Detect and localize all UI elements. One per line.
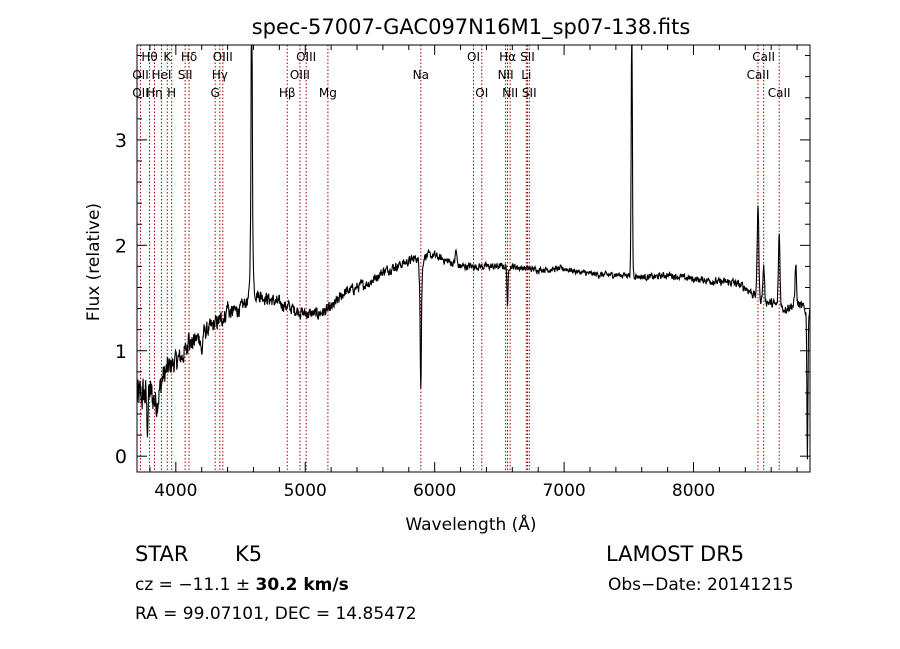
line-label: Mg xyxy=(319,86,337,100)
line-label: OIII xyxy=(290,68,310,82)
line-label: Hθ xyxy=(141,50,157,64)
axis-tick-labels: 4000 5000 6000 7000 8000 0 1 2 3 xyxy=(115,130,715,501)
x-tick-label: 5000 xyxy=(284,481,327,501)
line-label: Li xyxy=(521,68,531,82)
line-label: G xyxy=(211,86,220,100)
line-label: HeI xyxy=(151,68,171,82)
coordinates: RA = 99.07101, DEC = 14.85472 xyxy=(135,604,417,624)
cz-value: cz = −11.1 ± xyxy=(135,575,255,595)
y-tick-label: 1 xyxy=(115,341,127,363)
spectral-line-markers xyxy=(139,45,780,472)
line-label: Hδ xyxy=(181,50,197,64)
line-label: Hη xyxy=(146,86,163,100)
line-label: OII xyxy=(132,68,149,82)
line-label: H xyxy=(167,86,176,100)
line-label: OII xyxy=(132,86,149,100)
line-label: SII xyxy=(178,68,193,82)
line-label: SII xyxy=(520,50,535,64)
line-label: Na xyxy=(413,68,429,82)
line-label: CaII xyxy=(747,68,770,82)
y-tick-label: 3 xyxy=(115,130,127,152)
x-tick-label: 7000 xyxy=(542,481,585,501)
y-tick-label: 2 xyxy=(115,235,127,257)
line-label: SII xyxy=(522,86,537,100)
line-label: CaII xyxy=(752,50,775,64)
x-tick-label: 8000 xyxy=(672,481,715,501)
line-label: NII xyxy=(498,68,514,82)
chart-title: spec-57007-GAC097N16M1_sp07-138.fits xyxy=(252,15,691,40)
line-label: Hγ xyxy=(212,68,228,82)
line-label: Hα xyxy=(499,50,516,64)
line-label: NII xyxy=(502,86,518,100)
y-tick-label: 0 xyxy=(115,446,127,468)
survey-name: LAMOST DR5 xyxy=(606,542,744,566)
axis-ticks xyxy=(137,45,810,472)
line-label: OI xyxy=(467,50,480,64)
line-label: K xyxy=(163,50,172,64)
object-subclass: K5 xyxy=(235,542,262,566)
observation-date: Obs−Date: 20141215 xyxy=(608,575,794,595)
spectrum-line xyxy=(136,44,811,460)
line-label: OIII xyxy=(213,50,233,64)
x-tick-label: 6000 xyxy=(413,481,456,501)
y-axis-label: Flux (relative) xyxy=(84,203,104,321)
object-class: STAR xyxy=(135,542,188,566)
plot-frame xyxy=(136,44,811,473)
x-tick-label: 4000 xyxy=(154,481,197,501)
x-axis-label: Wavelength (Å) xyxy=(405,513,536,535)
redshift-velocity: cz = −11.1 ± 30.2 km/s xyxy=(135,575,349,595)
cz-error: 30.2 km/s xyxy=(255,575,348,595)
line-label: OIII xyxy=(296,50,316,64)
line-label: Hβ xyxy=(279,86,296,100)
line-label: CaII xyxy=(768,86,791,100)
line-label: OI xyxy=(475,86,488,100)
